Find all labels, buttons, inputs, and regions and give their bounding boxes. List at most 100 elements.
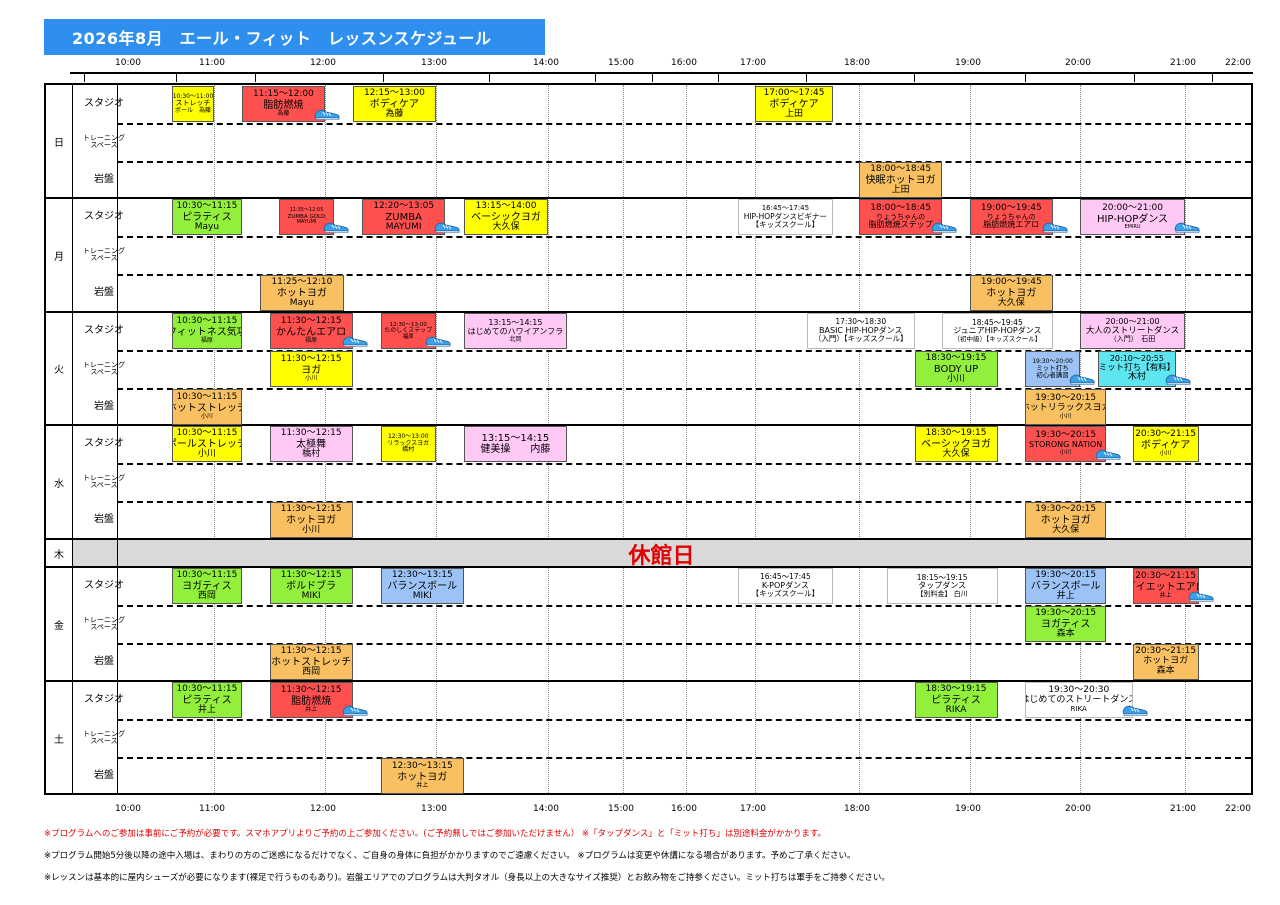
- lesson-time: 19:30～20:15: [1035, 430, 1097, 441]
- lesson-text: ポールストレッチ: [173, 438, 241, 450]
- time-label-top-1200: 12:00: [310, 58, 336, 68]
- row-divider: [117, 388, 1251, 390]
- lesson-block[interactable]: 18:30～19:15 ベーシックヨガ 大久保: [914, 426, 998, 462]
- time-label-bottom-1700: 17:00: [740, 804, 766, 814]
- lesson-block[interactable]: 20:30～21:15 ホットヨガ 森本: [1132, 644, 1199, 680]
- lesson-block[interactable]: 11:30～12:15 脂肪燃焼 井上: [269, 682, 353, 718]
- lesson-block[interactable]: 10:30～11:15ポールストレッチ小川: [172, 426, 242, 462]
- lesson-text: ピラティス: [182, 211, 232, 223]
- lesson-block[interactable]: 12:30～13:15 ホットヨガ 井上: [380, 758, 464, 794]
- lesson-block[interactable]: 19:30～20:15 ホットヨガ 大久保: [1025, 502, 1107, 538]
- lesson-block[interactable]: 11:30～12:15 ホットストレッチ 西岡: [269, 644, 353, 680]
- lesson-text: 大久保: [492, 221, 520, 232]
- running-shoe-icon: [1122, 705, 1148, 716]
- lesson-block[interactable]: 11:30～12:15 ヨガ 小川: [269, 351, 353, 387]
- lesson-block[interactable]: 18:30～19:15 ピラティス RIKA: [914, 682, 998, 718]
- day-divider: [46, 311, 1251, 313]
- lesson-block[interactable]: 18:00～18:45 快眠ホットヨガ 上田: [859, 162, 943, 198]
- time-label-bottom-2000: 20:00: [1065, 804, 1091, 814]
- lesson-text: フィットネス気功: [173, 327, 241, 339]
- lesson-block[interactable]: 11:30～12:15 ボルドブラ MIKI: [269, 568, 353, 604]
- lesson-block[interactable]: 11:25～12:10 ホットヨガ Mayu: [260, 275, 344, 311]
- lesson-text: バランスボール: [1030, 580, 1101, 592]
- lesson-block[interactable]: 12:30～13:15 バランスボール MIKI: [380, 568, 464, 604]
- lesson-block[interactable]: 13:15～14:00 ベーシックヨガ 大久保: [464, 199, 548, 235]
- lesson-text: ボディケア: [1140, 440, 1191, 452]
- lesson-text: HIP-HOPダンス: [1096, 213, 1169, 225]
- lesson-block[interactable]: 10:30～11:15フィットネス気功福原: [172, 313, 242, 349]
- lesson-time: 11:30～12:15: [280, 685, 342, 696]
- closed-day-text: 休館日: [628, 544, 695, 569]
- row-label-training: トレーニング スペース: [83, 246, 125, 262]
- lesson-time: 19:30～20:00: [1032, 357, 1073, 365]
- time-label-top-1700: 17:00: [740, 58, 766, 68]
- lesson-text: BASIC HIP-HOPダンス: [819, 325, 903, 335]
- time-label-bottom-1300: 13:00: [421, 804, 447, 814]
- lesson-block[interactable]: 11:30～12:15 かんたんエアロ 福原: [269, 313, 353, 349]
- lesson-block[interactable]: 10:30～11:15 ヨガティス 西岡: [172, 568, 242, 604]
- lesson-text: MIKI: [301, 590, 321, 601]
- lesson-text: ヨガ: [301, 365, 322, 377]
- lesson-block[interactable]: 19:00～19:45 ホットヨガ 大久保: [970, 275, 1053, 311]
- lesson-time: 11:35～12:05: [289, 207, 324, 214]
- lesson-block[interactable]: 19:30～20:00 ミット打ち 初心者講習: [1025, 351, 1080, 387]
- lesson-block[interactable]: 20:30～21:15 ボディケア 小川: [1132, 426, 1199, 462]
- lesson-block[interactable]: 13:15～14:15 健美操 内藤: [464, 426, 567, 462]
- lesson-block[interactable]: 18:15～19:15 タップダンス 【別料金】 白川: [886, 568, 998, 604]
- lesson-block[interactable]: 20:30～21:15ダイエットエアロ井上: [1132, 568, 1199, 604]
- lesson-block[interactable]: 12:30～13:00 リラックスヨガ 橋村: [380, 426, 436, 462]
- row-label-ganban: 岩盤: [94, 769, 114, 781]
- lesson-block[interactable]: 12:20～13:05 ZUMBA MAYUMI: [362, 199, 446, 235]
- lesson-block[interactable]: 19:00～19:45 りょうちゃんの 脂肪燃焼エアロ: [970, 199, 1053, 235]
- lesson-time: 20:30～21:15: [1135, 646, 1197, 657]
- lesson-time: 18:30～19:15: [925, 427, 987, 438]
- lesson-text: HIP-HOPダンスビギナー: [743, 211, 828, 221]
- lesson-block[interactable]: 19:30～20:15 バランスボール 井上: [1025, 568, 1107, 604]
- row-label-studio: スタジオ: [84, 437, 124, 449]
- lesson-block[interactable]: 18:45～19:45 ジュニアHIP-HOPダンス （初中級）【キッズスクール】: [942, 313, 1053, 349]
- lesson-text: ヨガティス: [1040, 618, 1091, 630]
- lesson-block[interactable]: 16:45～17:45 K-POPダンス 【キッズスクール】: [737, 568, 833, 604]
- lesson-block[interactable]: 10:30～11:15 ピラティス 井上: [172, 682, 242, 718]
- lesson-text: ヨガティス: [182, 580, 232, 592]
- time-label-bottom-1400: 14:00: [533, 804, 559, 814]
- lesson-time: 18:30～19:15: [925, 352, 987, 363]
- lesson-block[interactable]: 11:30～12:15 ホットヨガ 小川: [269, 502, 353, 538]
- row-divider: [117, 274, 1251, 276]
- lesson-text: 小川: [1059, 449, 1072, 457]
- lesson-block[interactable]: 11:15～12:00 脂肪燃焼 為藤: [241, 86, 325, 122]
- lesson-text: 太極舞: [296, 438, 327, 450]
- lesson-text: 脂肪燃焼: [291, 696, 332, 708]
- lesson-block[interactable]: 17:30～18:30 BASIC HIP-HOPダンス （入門）【キッズスクール】: [807, 313, 915, 349]
- lesson-block[interactable]: 11:30～12:15 太極舞 橋村: [269, 426, 353, 462]
- lesson-block[interactable]: 10:30～11:15 ピラティス Mayu: [172, 199, 242, 235]
- day-label: 火: [54, 365, 64, 376]
- lesson-block[interactable]: 20:00～21:00 大人のストリートダンス （入門） 石田: [1080, 313, 1185, 349]
- lesson-time: 13:15～14:00: [475, 200, 537, 211]
- lesson-block[interactable]: 18:00～18:45 りょうちゃんの 脂肪燃焼ステップ: [859, 199, 943, 235]
- time-label-top-1300: 13:00: [421, 58, 447, 68]
- lesson-text: 西岡: [197, 590, 216, 601]
- lesson-text: Mayu: [194, 221, 220, 232]
- lesson-block[interactable]: 12:15～13:00 ボディケア 為藤: [352, 86, 436, 122]
- lesson-text: ボディケア: [369, 98, 420, 110]
- lesson-block[interactable]: 19:30～20:30 はじめてのストリートダンス RIKA: [1025, 682, 1133, 718]
- row-label-ganban: 岩盤: [94, 513, 114, 525]
- lesson-block[interactable]: 13:15～14:15 はじめてのハワイアンフラ 北岡: [464, 313, 567, 349]
- lesson-block[interactable]: 10:30～11:00 ストレッチ ポール 為藤: [172, 86, 214, 122]
- lesson-block[interactable]: 19:30～20:15 ヨガティス 森本: [1025, 606, 1107, 642]
- lesson-block[interactable]: 17:00～17:45 ボディケア 上田: [755, 86, 833, 122]
- lesson-block[interactable]: 20:10～20:55 ミット打ち【有料】 木村: [1097, 351, 1177, 387]
- notes: ※プログラムへのご参加は事前にご予約が必要です。スマホアプリよりご予約の上ご参加…: [44, 823, 890, 889]
- time-ruler: [70, 72, 1253, 74]
- lesson-block[interactable]: 16:45～17:45 HIP-HOPダンスビギナー 【キッズスクール】: [737, 199, 833, 235]
- lesson-block[interactable]: 18:30～19:15 BODY UP 小川: [914, 351, 998, 387]
- lesson-block[interactable]: 19:30～20:15 ホットリラックスヨガ 小川: [1025, 389, 1107, 425]
- lesson-block[interactable]: 20:00～21:00 HIP-HOPダンス EMIRU: [1080, 199, 1185, 235]
- row-label-ganban: 岩盤: [94, 400, 114, 412]
- lesson-block[interactable]: 10:30～11:15ホットストレッチ小川: [172, 389, 242, 425]
- lesson-time: 20:10～20:55: [1109, 353, 1164, 363]
- lesson-time: 11:30～12:15: [280, 427, 342, 438]
- running-shoe-icon: [425, 336, 451, 347]
- lesson-block[interactable]: 19:30～20:15 STORONG NATION 小川: [1025, 426, 1107, 462]
